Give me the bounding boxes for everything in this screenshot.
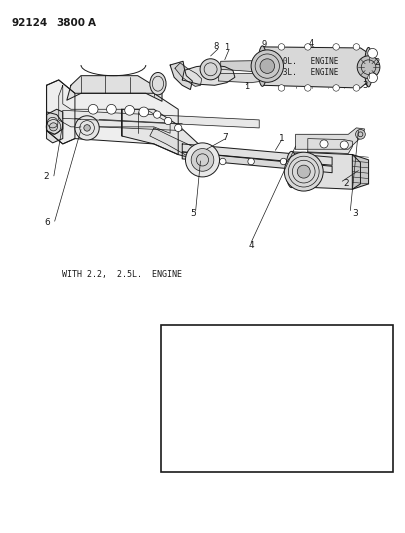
Circle shape xyxy=(333,85,339,91)
Circle shape xyxy=(280,158,287,165)
Polygon shape xyxy=(182,144,332,165)
Polygon shape xyxy=(47,112,63,143)
Circle shape xyxy=(340,141,348,149)
Polygon shape xyxy=(296,128,364,149)
Circle shape xyxy=(125,106,134,115)
Text: 3. 3L.   ENGINE: 3. 3L. ENGINE xyxy=(269,68,339,77)
Text: 1: 1 xyxy=(224,44,229,52)
Text: 4: 4 xyxy=(248,241,254,249)
Circle shape xyxy=(368,73,377,83)
Text: 3: 3 xyxy=(362,81,367,90)
Polygon shape xyxy=(182,65,235,85)
Circle shape xyxy=(175,124,182,132)
Circle shape xyxy=(107,104,116,114)
Circle shape xyxy=(356,130,365,139)
Polygon shape xyxy=(59,85,170,133)
Circle shape xyxy=(260,59,275,74)
Circle shape xyxy=(220,158,226,165)
Polygon shape xyxy=(47,80,75,144)
Polygon shape xyxy=(262,47,369,88)
Circle shape xyxy=(353,85,360,91)
Circle shape xyxy=(84,125,90,131)
Ellipse shape xyxy=(258,46,267,86)
Circle shape xyxy=(284,152,323,191)
Polygon shape xyxy=(221,61,261,71)
Bar xyxy=(161,325,393,472)
Text: 3: 3 xyxy=(353,209,358,217)
Polygon shape xyxy=(292,152,360,189)
Circle shape xyxy=(49,123,58,131)
Polygon shape xyxy=(150,128,207,165)
Circle shape xyxy=(313,158,319,165)
Circle shape xyxy=(248,158,254,165)
Circle shape xyxy=(88,104,98,114)
Text: 2: 2 xyxy=(343,179,349,188)
Circle shape xyxy=(191,149,214,171)
Text: 3. 0L.   ENGINE: 3. 0L. ENGINE xyxy=(269,57,339,66)
Text: 7: 7 xyxy=(222,133,228,142)
Circle shape xyxy=(368,49,377,58)
Text: 92124: 92124 xyxy=(12,18,48,28)
Circle shape xyxy=(320,140,328,148)
Circle shape xyxy=(353,44,360,50)
Circle shape xyxy=(251,50,284,82)
Text: 5: 5 xyxy=(191,209,196,217)
Circle shape xyxy=(164,117,172,125)
Text: 2: 2 xyxy=(374,59,379,67)
Text: WITH 2.2,  2.5L.  ENGINE: WITH 2.2, 2.5L. ENGINE xyxy=(62,270,181,279)
Polygon shape xyxy=(47,109,63,134)
Text: 8: 8 xyxy=(213,43,219,51)
Text: 3800: 3800 xyxy=(56,18,85,28)
Text: A: A xyxy=(88,18,96,28)
Text: 1: 1 xyxy=(279,134,284,143)
Polygon shape xyxy=(122,109,198,160)
Ellipse shape xyxy=(364,47,373,87)
Polygon shape xyxy=(352,155,369,189)
Circle shape xyxy=(75,116,99,140)
Polygon shape xyxy=(47,80,178,155)
Text: 4: 4 xyxy=(309,39,313,48)
Polygon shape xyxy=(308,139,352,154)
Circle shape xyxy=(305,85,311,91)
Polygon shape xyxy=(219,74,263,83)
Ellipse shape xyxy=(286,151,297,188)
Polygon shape xyxy=(67,76,162,101)
Text: 2: 2 xyxy=(44,173,49,181)
Circle shape xyxy=(333,44,339,50)
Polygon shape xyxy=(175,63,202,86)
Circle shape xyxy=(297,165,310,178)
Circle shape xyxy=(278,85,285,91)
Ellipse shape xyxy=(150,72,166,95)
Polygon shape xyxy=(182,152,332,173)
Circle shape xyxy=(153,111,161,118)
Text: 1: 1 xyxy=(244,82,249,91)
Circle shape xyxy=(278,44,285,50)
Polygon shape xyxy=(63,110,259,128)
Text: 6: 6 xyxy=(45,219,50,227)
Circle shape xyxy=(357,56,380,78)
Polygon shape xyxy=(170,61,192,90)
Circle shape xyxy=(305,44,311,50)
Circle shape xyxy=(139,107,149,117)
Text: 9: 9 xyxy=(262,41,266,49)
Circle shape xyxy=(185,143,220,177)
Circle shape xyxy=(200,59,221,80)
